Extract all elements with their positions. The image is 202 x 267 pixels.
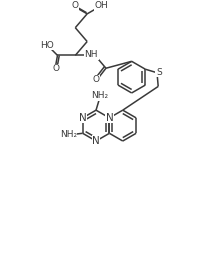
Text: HO: HO [40,41,54,50]
Text: N: N [105,113,113,123]
Text: NH: NH [85,50,98,60]
Text: O: O [72,1,79,10]
Text: O: O [93,75,100,84]
Text: N: N [92,136,100,146]
Text: N: N [79,113,86,123]
Text: NH₂: NH₂ [60,130,77,139]
Text: O: O [53,64,60,73]
Text: NH₂: NH₂ [91,91,108,100]
Text: OH: OH [94,1,108,10]
Text: S: S [156,68,162,77]
